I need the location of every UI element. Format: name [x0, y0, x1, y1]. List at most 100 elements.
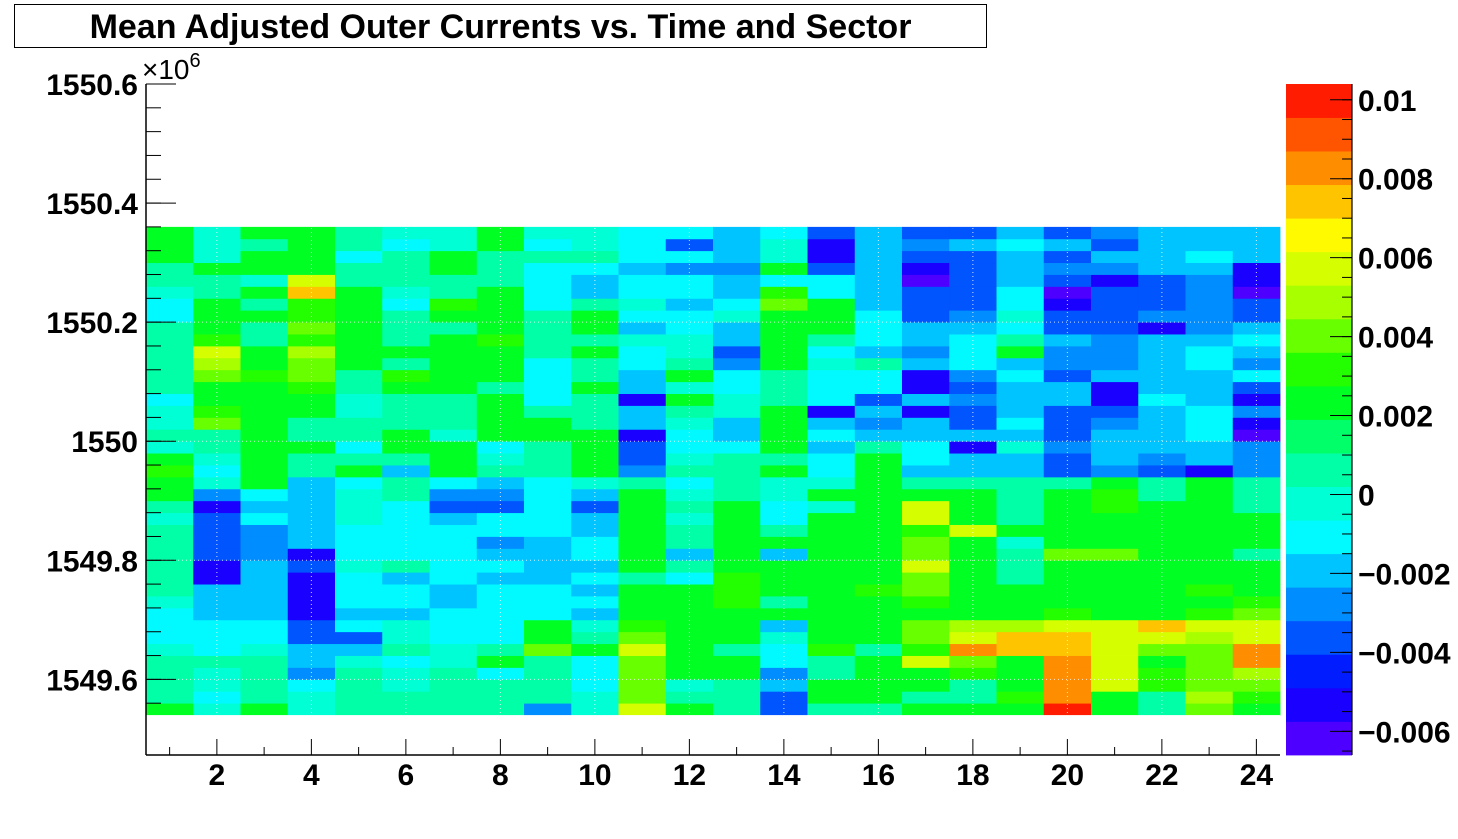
heatmap-cell — [335, 655, 383, 668]
heatmap-cell — [335, 453, 383, 466]
heatmap-cell — [476, 572, 525, 585]
heatmap-cell — [949, 607, 997, 621]
heatmap-cell — [902, 512, 950, 525]
heatmap-cell — [760, 226, 808, 240]
heatmap-cell — [476, 512, 525, 525]
heatmap-cell — [807, 310, 856, 323]
heatmap-cell — [287, 655, 336, 668]
heatmap-cell — [476, 548, 525, 561]
heatmap-cell — [1138, 667, 1186, 680]
heatmap-cell — [524, 334, 572, 347]
heatmap-cell — [1185, 488, 1234, 502]
heatmap-cell — [240, 655, 289, 668]
heatmap-cell — [1043, 548, 1092, 561]
heatmap-cell — [1091, 584, 1139, 597]
heatmap-cell — [854, 441, 903, 454]
heatmap-cell — [665, 643, 714, 656]
heatmap-cell — [193, 381, 241, 394]
heatmap-cell — [193, 691, 241, 704]
heatmap-cell — [335, 381, 383, 394]
heatmap-cell — [476, 369, 525, 383]
heatmap-cell — [760, 572, 808, 585]
heatmap-cell — [382, 381, 430, 394]
heatmap-cell — [618, 334, 667, 347]
heatmap-cell — [335, 238, 383, 252]
heatmap-cell — [760, 453, 808, 466]
heatmap-cell — [193, 703, 241, 716]
heatmap-cell — [1091, 429, 1139, 442]
heatmap-cell — [996, 322, 1045, 335]
heatmap-cell — [193, 560, 241, 573]
heatmap-cell — [949, 703, 997, 716]
heatmap-cell — [807, 369, 856, 383]
heatmap-cell — [571, 536, 619, 549]
heatmap-cell — [287, 405, 336, 418]
heatmap-cell — [902, 417, 950, 430]
palette-band — [1286, 453, 1352, 487]
heatmap-cell — [760, 631, 808, 645]
heatmap-cell — [713, 512, 761, 525]
heatmap-cell — [287, 512, 336, 525]
heatmap-cell — [146, 238, 194, 252]
heatmap-cell — [902, 405, 950, 418]
heatmap-cell — [760, 429, 808, 442]
heatmap-cell — [996, 524, 1045, 537]
heatmap-cell — [665, 500, 714, 514]
heatmap-cell — [902, 274, 950, 287]
heatmap-cell — [1185, 548, 1234, 561]
heatmap-cell — [1185, 310, 1234, 323]
x-tick-label: 14 — [767, 759, 801, 792]
heatmap-cell — [949, 441, 997, 454]
y-tick-label: 1549.6 — [46, 664, 138, 697]
heatmap-cell — [240, 429, 289, 442]
heatmap-cell — [949, 405, 997, 418]
heatmap-cell — [335, 488, 383, 502]
heatmap-cell — [665, 393, 714, 406]
heatmap-cell — [665, 572, 714, 585]
heatmap-cell — [996, 703, 1045, 716]
heatmap-cell — [996, 536, 1045, 549]
heatmap-cell — [429, 679, 478, 692]
heatmap-cell — [665, 679, 714, 692]
heatmap-cell — [1091, 238, 1139, 252]
heatmap-cell — [524, 667, 572, 680]
heatmap-cell — [287, 500, 336, 514]
heatmap-cell — [807, 429, 856, 442]
heatmap-cell — [713, 655, 761, 668]
heatmap-cell — [524, 619, 572, 633]
heatmap-cell — [665, 429, 714, 442]
heatmap-cell — [713, 393, 761, 406]
heatmap-cell — [949, 548, 997, 561]
heatmap-cell — [618, 488, 667, 502]
heatmap-cell — [240, 691, 289, 704]
heatmap-cell — [193, 679, 241, 692]
heatmap-cell — [665, 655, 714, 668]
heatmap-cell — [571, 429, 619, 442]
heatmap-cell — [146, 655, 194, 668]
heatmap-cell — [382, 679, 430, 692]
heatmap-cell — [524, 488, 572, 502]
heatmap-cell — [854, 500, 903, 514]
heatmap-cell — [807, 274, 856, 287]
heatmap-cell — [429, 322, 478, 335]
heatmap-cell — [382, 631, 430, 645]
heatmap-cell — [193, 441, 241, 454]
heatmap-cell — [1138, 500, 1186, 514]
heatmap-cell — [949, 667, 997, 680]
heatmap-cell — [996, 274, 1045, 287]
heatmap-cell — [335, 524, 383, 537]
heatmap-cell — [193, 417, 241, 430]
heatmap-cell — [146, 345, 194, 359]
empty-region — [146, 715, 1280, 727]
heatmap-cell — [902, 298, 950, 311]
heatmap-cell — [1232, 667, 1281, 680]
x-tick-label: 16 — [862, 759, 895, 792]
heatmap-cell — [335, 310, 383, 323]
heatmap-cell — [571, 560, 619, 573]
heatmap-cell — [1138, 524, 1186, 537]
heatmap-cell — [193, 500, 241, 514]
heatmap-cell — [429, 405, 478, 418]
heatmap-cell — [146, 417, 194, 430]
heatmap-cell — [287, 631, 336, 645]
heatmap-cell — [429, 560, 478, 573]
